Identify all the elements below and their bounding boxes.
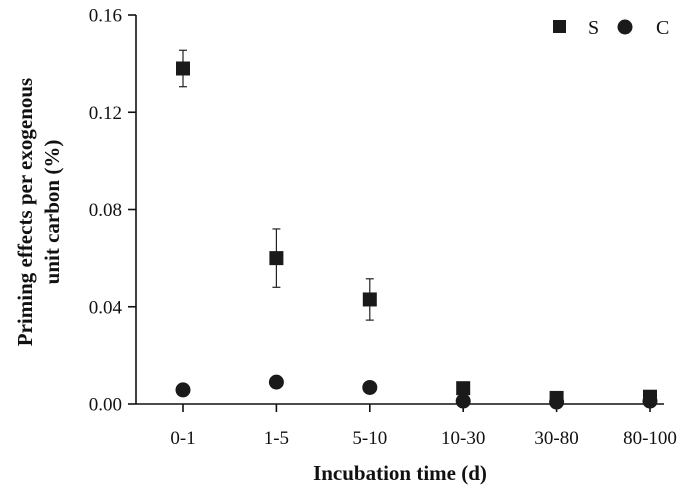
legend: S C (553, 17, 669, 39)
y-tick-label: 0.00 (89, 395, 122, 416)
marker-c-30-80 (549, 394, 565, 410)
marker-c-10-30 (455, 393, 471, 409)
x-axis-title: Incubation time (d) (313, 461, 487, 485)
y-tick-label: 0.08 (89, 200, 122, 221)
legend-marker-s (553, 20, 566, 33)
marker-c-5-10 (362, 379, 378, 395)
x-tick-label: 80-100 (623, 428, 677, 449)
y-ticks: 0.00 0.04 0.08 0.12 0.16 (89, 6, 136, 416)
marker-c-80-100 (642, 393, 658, 409)
x-ticks: 0-1 1-5 5-10 10-30 30-80 80-100 (170, 404, 677, 449)
y-axis-title-line-2: unit carbon (%) (40, 140, 64, 285)
y-axis-title: Priming effects per exogenous unit carbo… (13, 78, 64, 346)
error-bars (179, 49, 374, 321)
y-axis-title-line-1: Priming effects per exogenous (13, 78, 37, 346)
legend-label-c: C (656, 17, 669, 39)
legend-label-s: S (588, 17, 599, 39)
data-markers (175, 61, 658, 410)
x-tick-label: 0-1 (170, 428, 195, 449)
marker-c-1-5 (268, 374, 284, 390)
y-tick-label: 0.16 (89, 6, 122, 27)
x-tick-label: 1-5 (264, 428, 289, 449)
marker-s-0-1 (176, 61, 190, 76)
x-tick-label: 30-80 (534, 428, 578, 449)
y-tick-label: 0.12 (89, 103, 122, 124)
marker-s-10-30 (456, 381, 471, 396)
legend-marker-c (617, 19, 633, 35)
marker-s-5-10 (362, 292, 377, 307)
x-tick-label: 5-10 (352, 428, 387, 449)
marker-s-1-5 (269, 251, 284, 266)
marker-c-0-1 (175, 382, 191, 398)
y-tick-label: 0.04 (89, 297, 123, 318)
x-tick-label: 10-30 (441, 428, 485, 449)
